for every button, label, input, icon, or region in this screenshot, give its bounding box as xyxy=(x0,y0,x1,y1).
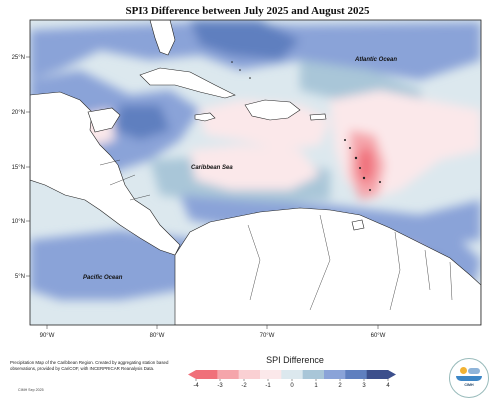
label-atlantic: Atlantic Ocean xyxy=(354,57,397,63)
dry-region-central xyxy=(190,145,320,190)
colorbar-swatch xyxy=(281,370,303,379)
south-america xyxy=(174,207,481,325)
colorbar-tick-label: -2 xyxy=(241,383,247,389)
colorbar-swatch xyxy=(302,370,325,379)
colorbar-tick-label: 3 xyxy=(362,383,366,389)
lat-tick-25: 25°N xyxy=(12,55,25,61)
colorbar-swatch xyxy=(260,370,282,379)
lon-tick-70: 70°W xyxy=(260,333,275,339)
colorbar-tick-label: 1 xyxy=(314,383,318,389)
colorbar-swatch xyxy=(366,370,389,379)
colorbar-arrow-left xyxy=(188,370,196,379)
label-caribbean: Caribbean Sea xyxy=(191,165,233,171)
logo-text: CIMH xyxy=(464,383,474,387)
colorbar-tick-label: 0 xyxy=(290,383,294,389)
lon-tick-90: 90°W xyxy=(40,333,55,339)
lon-axis: 90°W 80°W 70°W 60°W xyxy=(40,325,386,339)
yucatan xyxy=(87,107,121,133)
colorbar-swatch xyxy=(217,370,239,379)
dry-core-antilles xyxy=(358,147,374,183)
lat-axis: 25°N 20°N 15°N 10°N 5°N xyxy=(12,55,30,280)
central-america xyxy=(30,91,181,256)
credit-text: Precipitation Map of the Caribbean Regio… xyxy=(10,360,169,371)
cloud-icon xyxy=(468,368,480,374)
colorbar: -4 -3 -2 -1 0 1 2 3 4 xyxy=(188,370,396,389)
jamaica xyxy=(194,112,216,122)
map-title: SPI3 Difference between July 2025 and Au… xyxy=(125,5,370,17)
sun-icon xyxy=(460,367,467,374)
colorbar-title: SPI Difference xyxy=(266,355,324,365)
colorbar-tick-label: 4 xyxy=(386,383,390,389)
lat-tick-20: 20°N xyxy=(12,110,25,116)
colorbar-tick-label: -4 xyxy=(193,383,199,389)
map-frame xyxy=(29,19,482,326)
colorbar-tick-label: -1 xyxy=(265,383,271,389)
landmasses xyxy=(30,20,481,325)
hispaniola xyxy=(244,99,301,121)
colorbar-swatch xyxy=(345,370,367,379)
cuba xyxy=(139,67,236,99)
lat-tick-10: 10°N xyxy=(12,219,25,225)
spi-field xyxy=(30,20,481,325)
label-pacific: Pacific Ocean xyxy=(83,275,123,281)
colorbar-arrow-right xyxy=(388,370,396,379)
florida xyxy=(149,20,176,56)
borders xyxy=(99,159,453,311)
cimh-logo: CIMH xyxy=(449,358,489,398)
lat-tick-5: 5°N xyxy=(15,274,25,280)
lat-tick-15: 15°N xyxy=(12,165,25,171)
puerto-rico xyxy=(309,113,327,121)
dry-region-hispaniola xyxy=(200,100,330,150)
small-islands xyxy=(231,61,381,191)
lon-tick-80: 80°W xyxy=(150,333,165,339)
lon-tick-60: 60°W xyxy=(371,333,386,339)
colorbar-swatch xyxy=(196,370,218,379)
wave-icon xyxy=(456,376,482,381)
date-stamp: CIMH Sep 2025 xyxy=(18,388,44,392)
wet-region-west-deep xyxy=(115,105,170,140)
colorbar-tick-label: -3 xyxy=(217,383,223,389)
colorbar-swatch xyxy=(238,370,261,379)
colorbar-swatch xyxy=(324,370,346,379)
colorbar-tick-label: 2 xyxy=(338,383,342,389)
trinidad xyxy=(351,219,365,231)
wet-region-bahamas xyxy=(190,20,300,60)
